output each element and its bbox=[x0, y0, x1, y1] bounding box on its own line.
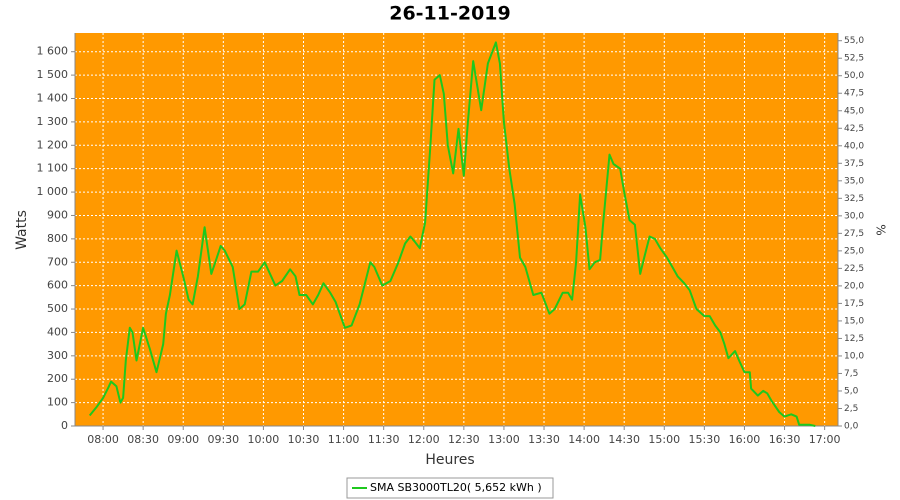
y-tick-label: 0 bbox=[61, 419, 68, 432]
series-line bbox=[88, 41, 816, 427]
y2-tick-label: 55,0 bbox=[844, 36, 864, 46]
y-tick-label: 200 bbox=[47, 372, 68, 385]
y-tick-label: 800 bbox=[47, 232, 68, 245]
x-axis-label: Heures bbox=[425, 452, 474, 468]
y2-tick-label: 27,5 bbox=[844, 229, 864, 239]
x-tick-label: 09:30 bbox=[207, 433, 239, 446]
y2-tick-label: 52,5 bbox=[844, 54, 864, 64]
y-tick-label: 900 bbox=[47, 208, 68, 221]
x-tick-label: 14:30 bbox=[608, 433, 640, 446]
y2-tick-label: 50,0 bbox=[844, 71, 864, 81]
y2-tick-label: 7,5 bbox=[844, 369, 858, 379]
legend-box bbox=[346, 477, 554, 499]
x-tick-label: 10:30 bbox=[288, 433, 320, 446]
x-tick-label: 13:00 bbox=[488, 433, 520, 446]
y2-tick-label: 22,5 bbox=[844, 264, 864, 274]
x-tick-label: 13:30 bbox=[528, 433, 560, 446]
x-tick-label: 08:00 bbox=[87, 433, 119, 446]
x-tick-label: 09:00 bbox=[167, 433, 199, 446]
y-tick-label: 100 bbox=[47, 396, 68, 409]
y2-tick-label: 0,0 bbox=[844, 422, 859, 432]
x-tick-label: 16:30 bbox=[769, 433, 801, 446]
y2-tick-label: 35,0 bbox=[844, 176, 864, 186]
plot-area bbox=[75, 33, 838, 426]
y-axis-label: Watts bbox=[14, 210, 30, 250]
y-tick-label: 400 bbox=[47, 325, 68, 338]
y2-tick-label: 47,5 bbox=[844, 89, 864, 99]
y2-axis-label: % bbox=[874, 224, 888, 235]
y-tick-label: 1 400 bbox=[37, 92, 69, 105]
y2-tick-label: 17,5 bbox=[844, 299, 864, 309]
x-tick-label: 11:00 bbox=[328, 433, 360, 446]
x-tick-label: 16:00 bbox=[729, 433, 761, 446]
y-tick-label: 300 bbox=[47, 349, 68, 362]
y2-tick-label: 10,0 bbox=[844, 351, 864, 361]
x-tick-label: 15:30 bbox=[689, 433, 721, 446]
y2-tick-label: 5,0 bbox=[844, 386, 859, 396]
y-tick-label: 600 bbox=[47, 279, 68, 292]
y2-tick-label: 2,5 bbox=[844, 404, 858, 414]
y-tick-label: 700 bbox=[47, 255, 68, 268]
y2-tick-label: 32,5 bbox=[844, 194, 864, 204]
y-tick-label: 500 bbox=[47, 302, 68, 315]
y-tick-label: 1 100 bbox=[37, 162, 69, 175]
x-tick-label: 10:00 bbox=[248, 433, 280, 446]
y2-tick-label: 25,0 bbox=[844, 246, 864, 256]
y2-tick-label: 37,5 bbox=[844, 159, 864, 169]
legend-label: SMA SB3000TL20( 5,652 kWh ) bbox=[370, 481, 542, 494]
x-tick-label: 11:30 bbox=[368, 433, 400, 446]
y2-tick-label: 40,0 bbox=[844, 141, 864, 151]
y-tick-label: 1 000 bbox=[37, 185, 69, 198]
chart-title: 26-11-2019 bbox=[389, 3, 511, 25]
y2-tick-label: 15,0 bbox=[844, 316, 864, 326]
y-tick-label: 1 500 bbox=[37, 68, 69, 81]
y2-tick-label: 45,0 bbox=[844, 106, 864, 116]
x-tick-label: 17:00 bbox=[809, 433, 841, 446]
y2-tick-label: 12,5 bbox=[844, 334, 864, 344]
y-tick-label: 1 600 bbox=[37, 45, 69, 58]
x-tick-label: 15:00 bbox=[648, 433, 680, 446]
x-tick-label: 12:30 bbox=[448, 433, 480, 446]
x-tick-label: 14:00 bbox=[568, 433, 600, 446]
x-tick-label: 08:30 bbox=[127, 433, 159, 446]
y-tick-label: 1 200 bbox=[37, 138, 69, 151]
y2-tick-label: 42,5 bbox=[844, 124, 864, 134]
x-tick-label: 12:00 bbox=[408, 433, 440, 446]
y2-tick-label: 30,0 bbox=[844, 211, 864, 221]
y2-tick-label: 20,0 bbox=[844, 281, 864, 291]
y-tick-label: 1 300 bbox=[37, 115, 69, 128]
